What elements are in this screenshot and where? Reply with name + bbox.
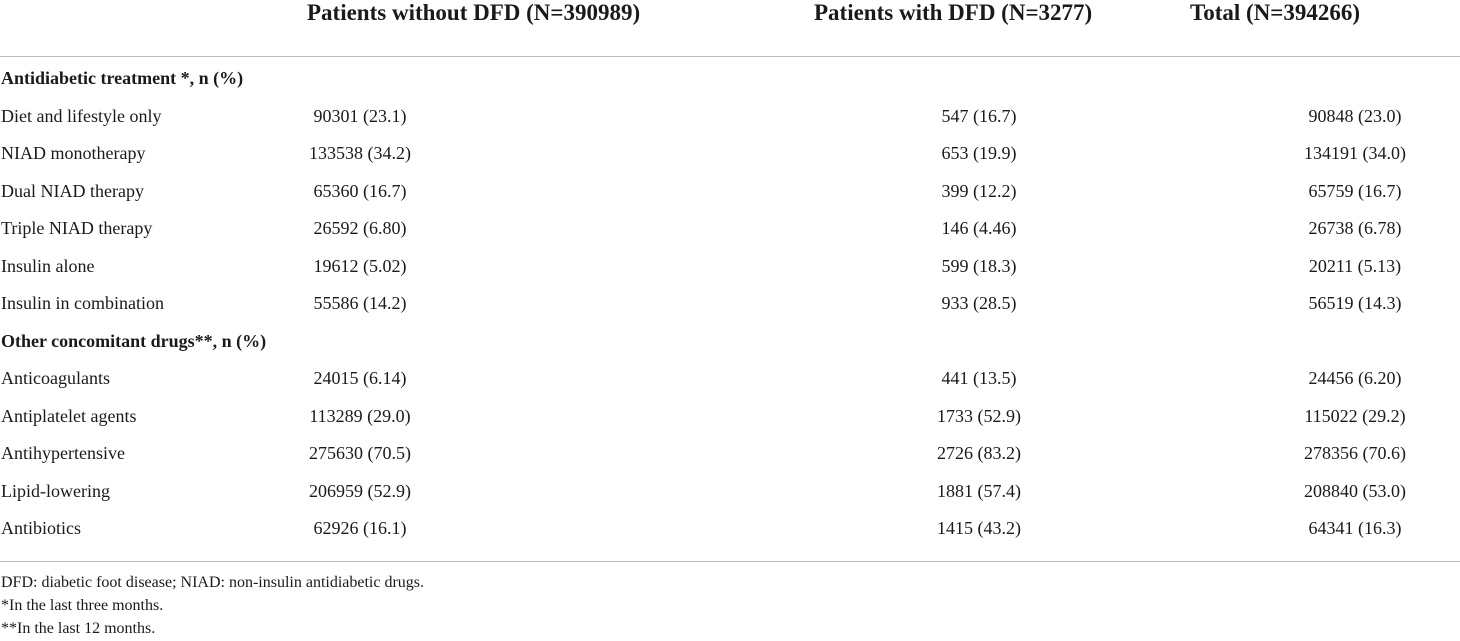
footnote-twelve-months: **In the last 12 months. <box>1 620 156 637</box>
cell-total: 208840 (53.0) <box>1304 480 1406 501</box>
section-label: Antidiabetic treatment *, n (%) <box>1 68 244 88</box>
row-label: Insulin alone <box>1 255 95 276</box>
row-label: Antibiotics <box>1 518 81 538</box>
cell-total: 278356 (70.6) <box>1304 443 1406 463</box>
cell-total: 90848 (23.0) <box>1308 105 1402 126</box>
cell-without-dfd: 133538 (34.2) <box>309 143 411 163</box>
section-label: Other concomitant drugs**, n (%) <box>1 330 267 351</box>
table-row: Antibiotics 62926 (16.1) 1415 (43.2) 64341 … <box>0 510 1460 547</box>
table-bottom-rule <box>0 561 1460 562</box>
table-row: Insulin in combination 55586 (14.2) 933 (2… <box>0 285 1460 322</box>
cell-total: 115022 (29.2) <box>1304 405 1406 426</box>
row-label: Dual NIAD therapy <box>1 180 144 201</box>
cell-without-dfd: 113289 (29.0) <box>309 405 411 426</box>
cell-total: 24456 (6.20) <box>1308 368 1402 388</box>
cell-with-dfd: 146 (4.46) <box>941 218 1017 238</box>
cell-without-dfd: 275630 (70.5) <box>309 443 411 463</box>
column-header-total: Total (N=394266) <box>1190 0 1361 25</box>
cell-with-dfd: 399 (12.2) <box>941 180 1017 201</box>
row-label: Triple NIAD therapy <box>1 218 153 238</box>
section-row: Antidiabetic treatment *, n (%) <box>0 60 1460 97</box>
row-label: Antiplatelet agents <box>1 405 137 426</box>
cell-total: 20211 (5.13) <box>1308 255 1402 276</box>
row-label: Lipid-lowering <box>1 480 110 501</box>
row-label: NIAD monotherapy <box>1 143 146 163</box>
cell-with-dfd: 933 (28.5) <box>941 293 1017 313</box>
cell-total: 26738 (6.78) <box>1308 218 1402 238</box>
cell-total: 65759 (16.7) <box>1308 180 1402 201</box>
cell-with-dfd: 1733 (52.9) <box>937 405 1021 426</box>
cell-total: 56519 (14.3) <box>1308 293 1402 313</box>
table-row: Insulin alone 19612 (5.02) 599 (18.3) 20211… <box>0 248 1460 285</box>
row-label: Diet and lifestyle only <box>1 105 162 126</box>
section-row: Other concomitant drugs**, n (%) <box>0 323 1460 360</box>
cell-total: 64341 (16.3) <box>1308 518 1402 538</box>
table-row: Antiplatelet agents 113289 (29.0) 1733 (52… <box>0 398 1460 435</box>
table-header: Patients without DFD (N=390989) Patients… <box>0 0 1460 57</box>
cell-with-dfd: 547 (16.7) <box>941 105 1017 126</box>
table-row: Dual NIAD therapy 65360 (16.7) 399 (12.2) 6… <box>0 173 1460 210</box>
cell-with-dfd: 2726 (83.2) <box>937 443 1021 463</box>
cell-without-dfd: 24015 (6.14) <box>313 368 407 388</box>
table-row: Diet and lifestyle only 90301 (23.1) 547 (… <box>0 98 1460 135</box>
table-row: Lipid-lowering 206959 (52.9) 1881 (57.4) 20… <box>0 473 1460 510</box>
table-row: Antihypertensive 275630 (70.5) 2726 (83.2)… <box>0 435 1460 472</box>
table-body: Antidiabetic treatment *, n (%) Diet and … <box>0 60 1460 560</box>
table-row: Triple NIAD therapy 26592 (6.80) 146 (4.46… <box>0 210 1460 247</box>
column-header-with-dfd: Patients with DFD (N=3277) <box>814 0 1093 25</box>
cell-with-dfd: 653 (19.9) <box>941 143 1017 163</box>
table-row: NIAD monotherapy 133538 (34.2) 653 (19.9) 1… <box>0 135 1460 172</box>
footnotes: DFD: diabetic foot disease; NIAD: non-in… <box>1 571 1451 640</box>
cell-with-dfd: 441 (13.5) <box>941 368 1017 388</box>
cell-without-dfd: 19612 (5.02) <box>313 255 407 276</box>
cell-with-dfd: 1881 (57.4) <box>937 480 1021 501</box>
footnote-abbreviations: DFD: diabetic foot disease; NIAD: non-in… <box>1 574 425 591</box>
row-label: Antihypertensive <box>1 443 125 463</box>
cell-with-dfd: 599 (18.3) <box>941 255 1017 276</box>
column-header-without-dfd: Patients without DFD (N=390989) <box>307 0 641 25</box>
table-row: Anticoagulants 24015 (6.14) 441 (13.5) 2445… <box>0 360 1460 397</box>
row-label: Anticoagulants <box>1 368 110 388</box>
cell-without-dfd: 206959 (52.9) <box>309 480 411 501</box>
cell-with-dfd: 1415 (43.2) <box>937 518 1021 538</box>
cell-without-dfd: 62926 (16.1) <box>313 518 407 538</box>
cell-without-dfd: 90301 (23.1) <box>313 105 407 126</box>
cell-without-dfd: 55586 (14.2) <box>313 293 407 313</box>
footnote-three-months: *In the last three months. <box>1 597 164 614</box>
row-label: Insulin in combination <box>1 293 164 313</box>
cell-without-dfd: 65360 (16.7) <box>313 180 407 201</box>
cell-without-dfd: 26592 (6.80) <box>313 218 407 238</box>
cell-total: 134191 (34.0) <box>1304 143 1406 163</box>
